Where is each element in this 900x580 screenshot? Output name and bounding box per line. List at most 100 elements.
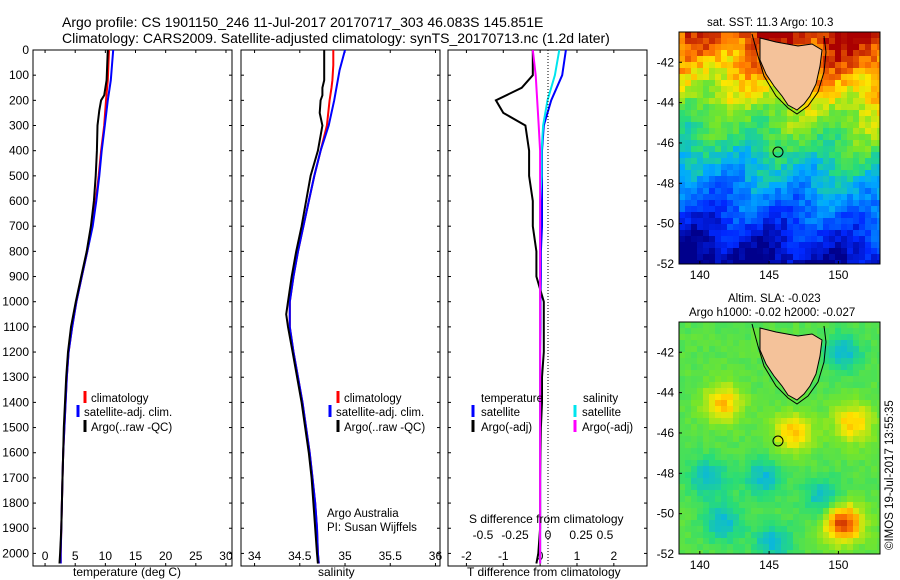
- sst-cell: [823, 68, 830, 75]
- sst-cell: [859, 116, 866, 123]
- sst-cell: [865, 200, 872, 207]
- sst-cell: [727, 32, 734, 39]
- sst-cell: [739, 122, 746, 129]
- sla-cell: [829, 328, 836, 335]
- sla-cell: [733, 442, 740, 449]
- sst-cell: [751, 260, 758, 264]
- sst-cell: [763, 242, 770, 249]
- sla-cell: [835, 436, 842, 443]
- sst-cell: [859, 164, 866, 171]
- sla-cell: [781, 544, 788, 551]
- sla-cell: [691, 388, 698, 395]
- sst-cell: [871, 98, 878, 105]
- sst-cell: [835, 140, 842, 147]
- sla-cell: [739, 544, 746, 551]
- sst-cell: [691, 206, 698, 213]
- sla-cell: [841, 514, 848, 521]
- difference-tick-labels: -2 -1 0 1 2-0.5 -0.25 0 0.25 0.5: [461, 50, 617, 566]
- sla-cell: [817, 544, 824, 551]
- sla-cell: [751, 370, 758, 377]
- sst-cell: [871, 122, 878, 129]
- sla-cell: [799, 454, 806, 461]
- sst-cell: [853, 110, 860, 117]
- sst-cell: [871, 146, 878, 153]
- sst-cell: [727, 50, 734, 57]
- sst-cell: [823, 32, 830, 39]
- sla-cell: [715, 334, 722, 341]
- sst-cell: [775, 110, 782, 117]
- sla-cell: [709, 346, 716, 353]
- sst-cell: [697, 146, 704, 153]
- sst-cell: [805, 158, 812, 165]
- sst-cell: [745, 260, 752, 264]
- sst-cell: [871, 152, 878, 159]
- sst-cell: [829, 74, 836, 81]
- sst-cell: [739, 134, 746, 141]
- sla-cell: [757, 430, 764, 437]
- sla-cell: [817, 502, 824, 509]
- sst-cell: [685, 110, 692, 117]
- sst-cell: [679, 152, 686, 159]
- sst-cell: [709, 110, 716, 117]
- sla-cell: [865, 472, 872, 479]
- sla-cell: [793, 448, 800, 455]
- sla-cell: [805, 430, 812, 437]
- sst-cell: [727, 68, 734, 75]
- sst-cell: [733, 80, 740, 87]
- sla-cell: [793, 490, 800, 497]
- sla-cell: [853, 496, 860, 503]
- sla-cell: [871, 550, 878, 554]
- sst-cell: [751, 50, 758, 57]
- sst-cell: [835, 248, 842, 255]
- sla-cell: [685, 370, 692, 377]
- sla-cell: [703, 436, 710, 443]
- sla-cell: [799, 430, 806, 437]
- sla-cell: [877, 538, 880, 545]
- sla-cell: [727, 352, 734, 359]
- sla-cell: [703, 346, 710, 353]
- sst-cell: [853, 254, 860, 261]
- sla-cell: [691, 376, 698, 383]
- sst-cell: [781, 188, 788, 195]
- sst-cell: [685, 80, 692, 87]
- sla-cell: [769, 484, 776, 491]
- sla-cell: [817, 394, 824, 401]
- sst-cell: [877, 170, 880, 177]
- sla-cell: [871, 538, 878, 545]
- sla-cell: [865, 478, 872, 485]
- sla-cell: [799, 418, 806, 425]
- sla-cell: [793, 472, 800, 479]
- sst-cell: [841, 194, 848, 201]
- sst-cell: [685, 176, 692, 183]
- sla-cell: [715, 406, 722, 413]
- sla-cell: [709, 412, 716, 419]
- sst-cell: [703, 140, 710, 147]
- sst-cell: [697, 158, 704, 165]
- sla-cell: [877, 412, 880, 419]
- sla-cell: [721, 364, 728, 371]
- sla-cell: [685, 514, 692, 521]
- sst-cell: [781, 206, 788, 213]
- temperature-axis-label: temperature (deg C): [73, 565, 181, 579]
- sst-cell: [697, 152, 704, 159]
- sst-cell: [721, 176, 728, 183]
- sla-cell: [703, 478, 710, 485]
- sla-cell: [865, 550, 872, 554]
- sla-cell: [697, 346, 704, 353]
- sst-cell: [715, 110, 722, 117]
- sst-cell: [829, 38, 836, 45]
- sla-cell: [781, 508, 788, 515]
- sst-cell: [745, 104, 752, 111]
- sla-cell: [703, 550, 710, 554]
- sst-cell: [823, 110, 830, 117]
- sla-cell: [811, 466, 818, 473]
- sst-cell: [703, 224, 710, 231]
- sla-cell: [739, 424, 746, 431]
- sla-cell: [799, 448, 806, 455]
- sst-cell: [805, 188, 812, 195]
- sst-cell: [871, 86, 878, 93]
- sla-cell: [685, 520, 692, 527]
- sla-cell: [871, 436, 878, 443]
- sst-cell: [847, 38, 854, 45]
- sst-cell: [703, 158, 710, 165]
